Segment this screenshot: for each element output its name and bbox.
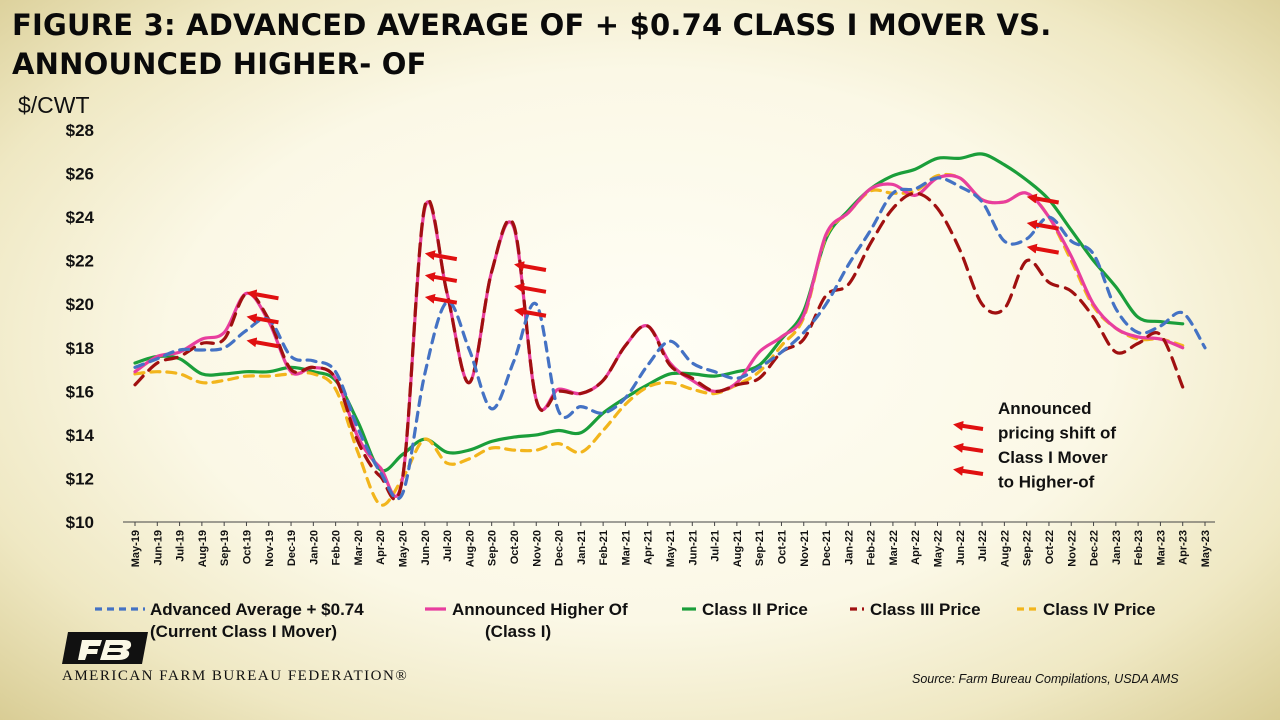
x-tick-label: Dec-19 [286,530,298,566]
x-tick-label: Jul-20 [442,530,454,562]
class-ii-line [133,152,1185,473]
x-tick-label: Sep-20 [487,530,499,566]
annotation-arrow [953,465,984,476]
x-tick-label: Dec-20 [554,530,566,566]
x-tick-label: Mar-22 [888,530,900,565]
x-tick-label: Oct-20 [509,530,521,564]
x-tick-label: Jul-19 [175,530,187,562]
x-tick-label: Jun-21 [687,530,699,565]
x-tick-label: Apr-20 [375,530,387,565]
x-tick-label: Nov-20 [531,530,543,567]
x-tick-label: Feb-21 [598,530,610,565]
x-tick-label: Aug-21 [732,530,744,567]
x-tick-label: Nov-19 [264,530,276,567]
annotation-text: Class I Mover [998,448,1108,467]
farm-bureau-logo [62,628,154,673]
x-tick-label: Jan-21 [576,530,588,565]
x-tick-label: May-23 [1200,530,1212,567]
x-tick-label: Nov-21 [799,530,811,567]
legend-label: Advanced Average + $0.74 [150,600,364,619]
shift-arrow [424,272,458,283]
arrows-layer [246,193,1060,349]
x-tick-label: Mar-21 [620,530,632,565]
x-tick-label: Sep-22 [1022,530,1034,566]
x-tick-label: Apr-23 [1178,530,1190,565]
x-tick-label: Dec-21 [821,530,833,566]
y-axis-unit-label: $/CWT [18,92,90,118]
x-tick-label: Aug-22 [999,530,1011,567]
x-tick-label: Jul-22 [977,530,989,562]
x-tick-label: Feb-20 [331,530,343,565]
y-tick-label: $26 [66,165,94,184]
x-tick-label: Oct-22 [1044,530,1056,564]
x-tick-label: Oct-21 [776,530,788,564]
x-tick-label: Mar-20 [353,530,365,565]
class-iii-line [133,191,1185,501]
x-tick-label: Apr-22 [910,530,922,565]
annotation-text: pricing shift of [998,424,1116,443]
x-tick-label: May-21 [665,530,677,567]
y-tick-label: $22 [66,252,94,271]
x-tick-label: Mar-23 [1155,530,1167,565]
x-tick-label: May-20 [398,530,410,567]
shift-arrow [246,289,279,301]
shift-arrow [424,293,458,305]
y-tick-label: $18 [66,339,94,358]
shift-arrow [424,250,458,262]
y-tick-label: $14 [66,426,95,445]
x-tick-label: Jun-20 [420,530,432,565]
x-tick-label: Jun-22 [955,530,967,565]
shift-arrow [514,261,547,272]
legend-label: (Class I) [485,622,551,641]
x-tick-label: Feb-23 [1133,530,1145,565]
y-tick-label: $12 [66,469,94,488]
y-tick-label: $10 [66,513,94,532]
x-tick-label: Dec-22 [1089,530,1101,566]
source-note: Source: Farm Bureau Compilations, USDA A… [912,672,1179,686]
annotation-layer: Announced pricing shift of Class I Mover to… [953,399,1116,492]
advanced-average-line [133,176,1207,501]
x-tick-label: Sep-21 [754,530,766,566]
x-tick-label: Aug-20 [464,530,476,567]
x-tick-label: Feb-22 [866,530,878,565]
legend-label: Class IV Price [1043,600,1155,619]
x-tick-label: Jan-20 [308,530,320,565]
shift-arrow [1026,193,1060,205]
annotation-text: Announced [998,399,1092,418]
x-tick-label: Oct-19 [241,530,253,564]
shift-arrow [1026,243,1060,255]
shift-arrow [514,282,547,294]
shift-arrow [246,337,279,349]
x-tick-label: Jan-22 [843,530,855,565]
annotation-arrow [953,420,984,431]
legend: Advanced Average + $0.74 (Current Class I… [95,600,1155,641]
axes: $10 $12 $14 $16 $18 $20 $22 $24 $26 $28 May-19 Jun-… [66,121,1215,567]
series-layer [133,152,1207,507]
x-tick-label: Apr-21 [643,530,655,565]
chart-title: FIGURE 3: ADVANCED AVERAGE OF + $0.74 CL… [12,8,1052,81]
shift-arrow [514,306,547,318]
x-tick-label: May-19 [130,530,142,567]
x-tick-label: Jun-19 [152,530,164,565]
x-tick-label: Sep-19 [219,530,231,566]
shift-arrow [246,313,279,325]
y-tick-label: $24 [66,208,95,227]
legend-label: Class II Price [702,600,808,619]
x-tick-label: Aug-19 [197,530,209,567]
x-tick-label: May-22 [933,530,945,567]
legend-label: Announced Higher Of [452,600,628,619]
x-tick-label: Nov-22 [1066,530,1078,567]
y-tick-label: $16 [66,382,94,401]
shift-arrow [1026,219,1060,231]
annotation-text: to Higher-of [998,473,1095,492]
y-tick-label: $20 [66,295,94,314]
x-tick-label: Jan-23 [1111,530,1123,565]
annotation-arrow [953,442,984,453]
y-tick-label: $28 [66,121,94,140]
legend-label: (Current Class I Mover) [150,622,337,641]
org-name: AMERICAN FARM BUREAU FEDERATION® [62,668,409,684]
x-tick-label: Jul-21 [710,530,722,562]
legend-label: Class III Price [870,600,981,619]
